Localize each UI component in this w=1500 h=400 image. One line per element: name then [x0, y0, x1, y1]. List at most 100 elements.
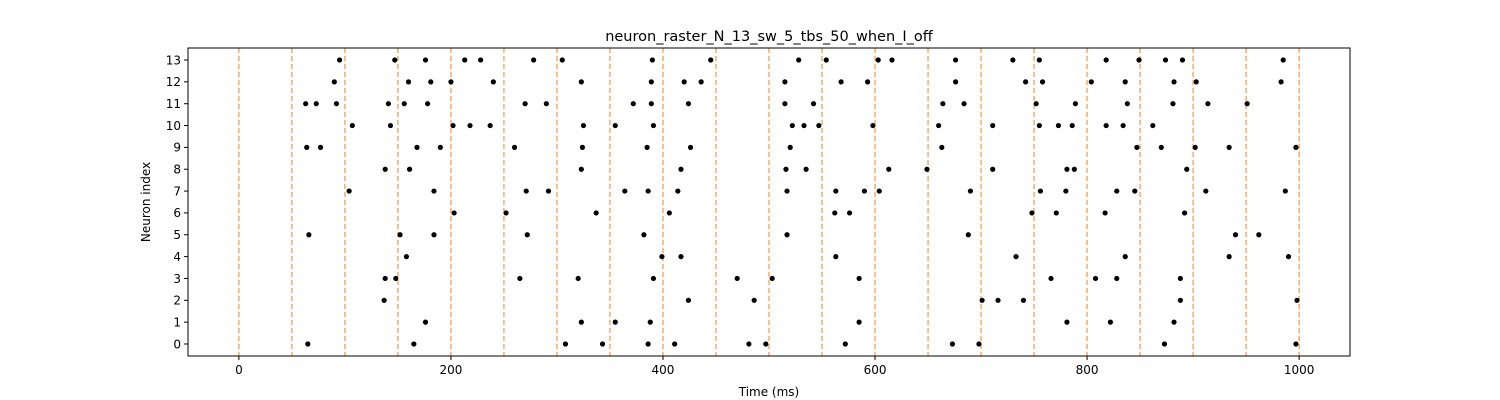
spike-n0-5 [672, 341, 678, 347]
spike-n7-7 [784, 188, 790, 194]
spike-n6-7 [1053, 210, 1059, 216]
spike-n13-14 [1010, 57, 1016, 63]
spike-n3-5 [734, 275, 740, 282]
spike-n3-8 [1048, 275, 1054, 282]
spike-n9-0 [304, 144, 310, 150]
spike-n12-5 [578, 79, 584, 85]
spike-n0-3 [599, 341, 606, 347]
y-tick-label-7: 7 [173, 184, 181, 198]
spike-n8-11 [1184, 166, 1190, 172]
spike-n5-2 [431, 232, 437, 238]
spike-n12-11 [865, 79, 871, 85]
spike-n12-3 [448, 79, 454, 85]
plot-frame [187, 47, 1351, 357]
spike-n13-18 [1162, 57, 1169, 63]
spike-n4-5 [1122, 254, 1128, 260]
y-tick-label-1: 1 [173, 315, 181, 329]
spike-n0-9 [949, 341, 956, 347]
spike-n0-4 [645, 341, 651, 347]
spike-n11-16 [1072, 101, 1079, 107]
spike-points [303, 57, 1300, 347]
spike-n12-2 [428, 79, 434, 85]
spike-n2-1 [685, 297, 692, 303]
spike-n11-0 [303, 101, 309, 107]
spike-n9-5 [579, 144, 586, 150]
spike-n9-12 [1192, 144, 1198, 150]
spike-n11-4 [401, 101, 407, 107]
spike-n12-16 [1122, 79, 1128, 85]
spike-n8-3 [678, 166, 684, 172]
y-tick-label-12: 12 [166, 75, 181, 89]
spike-n13-7 [649, 57, 655, 63]
spike-n8-1 [406, 166, 413, 172]
spike-n5-4 [641, 232, 647, 238]
spike-n7-17 [1282, 188, 1288, 194]
spike-n13-11 [875, 57, 881, 63]
spike-n7-15 [1132, 188, 1138, 194]
spike-n10-19 [1150, 122, 1156, 129]
spike-n7-6 [675, 188, 681, 194]
spike-n4-7 [1285, 254, 1292, 260]
spike-n10-18 [1120, 122, 1126, 129]
x-tick-label-0: 0 [235, 363, 243, 377]
spike-n11-15 [1033, 101, 1039, 107]
x-tick-label-1000: 1000 [1284, 363, 1315, 377]
spike-n11-12 [810, 101, 817, 107]
spike-n0-7 [763, 341, 769, 347]
spike-n6-4 [832, 210, 838, 216]
spike-n11-8 [630, 101, 636, 107]
spike-n8-8 [990, 166, 996, 172]
spike-n2-5 [1020, 297, 1027, 303]
spike-n13-17 [1136, 57, 1142, 63]
spike-n9-14 [1293, 144, 1299, 150]
spike-n10-0 [349, 122, 355, 129]
spike-n6-8 [1102, 210, 1108, 216]
spike-n1-3 [647, 319, 653, 325]
spike-n12-9 [782, 79, 788, 85]
spike-n11-14 [961, 101, 967, 107]
bin-lines [238, 48, 1300, 356]
spike-n3-6 [769, 275, 775, 282]
spike-n11-19 [1205, 101, 1211, 107]
spike-n9-4 [511, 144, 518, 150]
y-tick-label-13: 13 [166, 53, 181, 67]
spike-n11-2 [333, 101, 340, 107]
spike-n9-13 [1226, 144, 1232, 150]
x-axis-label: Time (ms) [738, 385, 800, 399]
spike-n3-3 [575, 275, 581, 282]
spike-n13-10 [823, 57, 829, 63]
x-tick-label-200: 200 [439, 363, 462, 377]
spike-n7-16 [1203, 188, 1209, 194]
spike-n2-0 [381, 297, 387, 303]
spike-n11-1 [313, 101, 319, 107]
spike-n10-16 [1069, 122, 1075, 129]
spike-n7-2 [523, 188, 529, 194]
spike-n0-1 [411, 341, 417, 347]
spike-n1-2 [612, 319, 618, 325]
spike-n3-7 [856, 275, 862, 282]
spike-n10-2 [450, 122, 456, 129]
spike-n0-2 [562, 341, 569, 347]
spike-n7-13 [1063, 188, 1069, 194]
spike-n8-5 [803, 166, 809, 172]
spike-n12-0 [331, 79, 337, 85]
spike-n5-5 [784, 232, 790, 238]
spike-n12-1 [405, 79, 412, 85]
y-tick-label-4: 4 [173, 250, 181, 264]
spike-n1-6 [1107, 319, 1113, 325]
spike-n11-10 [685, 101, 692, 107]
spike-n6-3 [666, 210, 672, 216]
spike-n12-17 [1171, 79, 1177, 85]
y-tick-label-11: 11 [166, 97, 181, 111]
spike-n4-6 [1226, 254, 1232, 260]
y-tick-label-9: 9 [173, 141, 181, 155]
spike-n2-7 [1294, 297, 1300, 303]
chart-title: neuron_raster_N_13_sw_5_tbs_50_when_I_of… [605, 29, 934, 45]
spike-n1-7 [1171, 319, 1177, 325]
y-tick-label-6: 6 [173, 206, 181, 220]
spike-n3-4 [650, 275, 657, 282]
spike-n13-13 [952, 57, 959, 63]
spike-n4-3 [833, 254, 839, 260]
spike-n9-6 [644, 144, 650, 150]
